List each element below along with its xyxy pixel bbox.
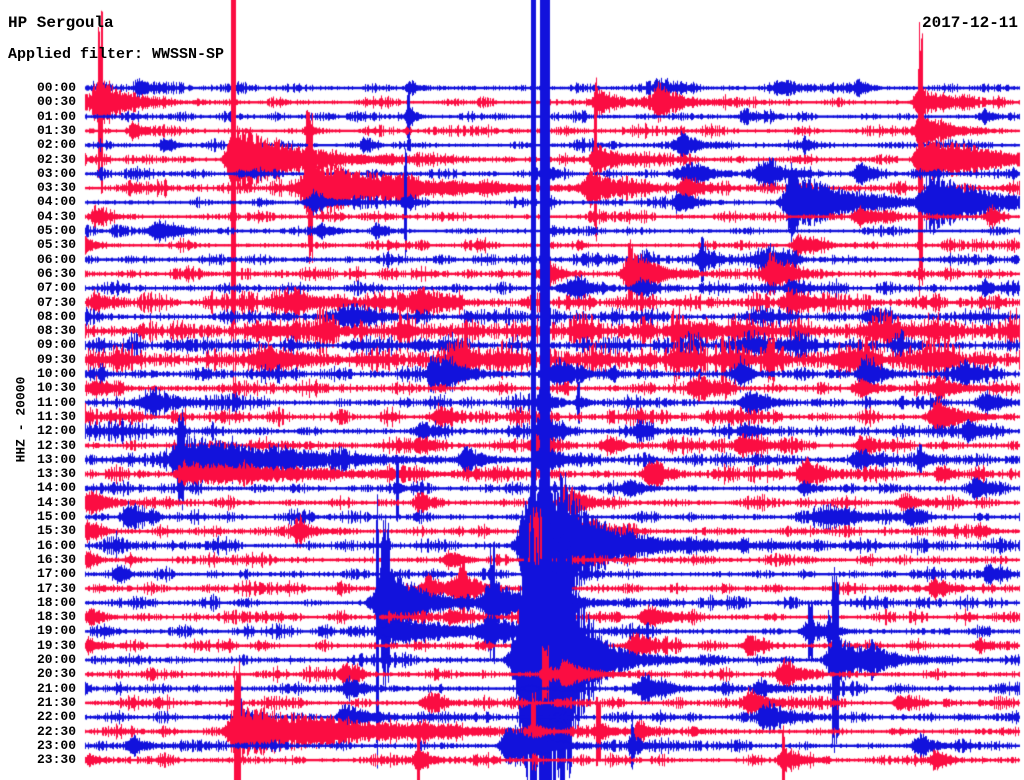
time-label: 16:30 [36,551,76,567]
time-label: 19:00 [36,623,76,639]
time-label: 05:30 [36,237,76,253]
time-label: 12:00 [36,423,76,439]
time-label: 00:00 [36,80,76,95]
time-label: 16:00 [36,537,76,553]
time-label: 15:00 [36,509,76,524]
time-label: 02:30 [36,151,76,167]
time-label: 20:30 [36,666,76,682]
time-label: 18:30 [36,609,76,625]
time-label: 13:30 [36,466,76,482]
time-label: 18:00 [36,594,76,610]
time-label: 02:00 [36,137,76,153]
time-label: 22:00 [36,709,76,725]
time-label: 21:30 [36,694,76,710]
station-name: HP Sergoula [8,14,114,32]
time-label: 08:00 [36,308,76,324]
time-label: 21:00 [36,680,76,696]
time-label: 20:00 [36,652,76,667]
time-label: 13:00 [36,451,76,467]
time-label: 06:00 [36,251,76,267]
time-label: 08:30 [36,323,76,339]
time-label: 09:00 [36,337,76,353]
time-label: 01:00 [36,108,76,124]
time-label: 22:30 [36,723,76,739]
time-label: 12:30 [36,437,76,453]
time-label: 04:30 [36,208,76,224]
time-label: 17:30 [36,580,76,596]
time-label: 07:00 [36,280,76,296]
time-label: 23:30 [36,752,76,768]
time-label: 15:30 [36,523,76,539]
time-label: 10:00 [36,366,76,381]
time-label: 11:00 [36,394,76,410]
time-label: 05:00 [36,223,76,238]
time-label: 04:00 [36,194,76,210]
time-label: 01:30 [36,122,76,138]
time-label: 14:00 [36,480,76,496]
time-label: 14:30 [36,494,76,510]
time-label: 03:30 [36,180,76,196]
time-label: 03:00 [36,165,76,181]
time-label: 00:30 [36,94,76,110]
time-label: 19:30 [36,637,76,653]
time-label: 07:30 [36,294,76,310]
record-date: 2017-12-11 [921,14,1018,32]
time-label: 17:00 [36,566,76,582]
time-label: 06:30 [36,265,76,281]
time-label: 11:30 [36,408,76,424]
time-label: 23:00 [36,737,76,753]
time-label: 09:30 [36,351,76,367]
applied-filter-label: Applied filter: WWSSN-SP [8,46,225,63]
time-label: 10:30 [36,380,76,396]
